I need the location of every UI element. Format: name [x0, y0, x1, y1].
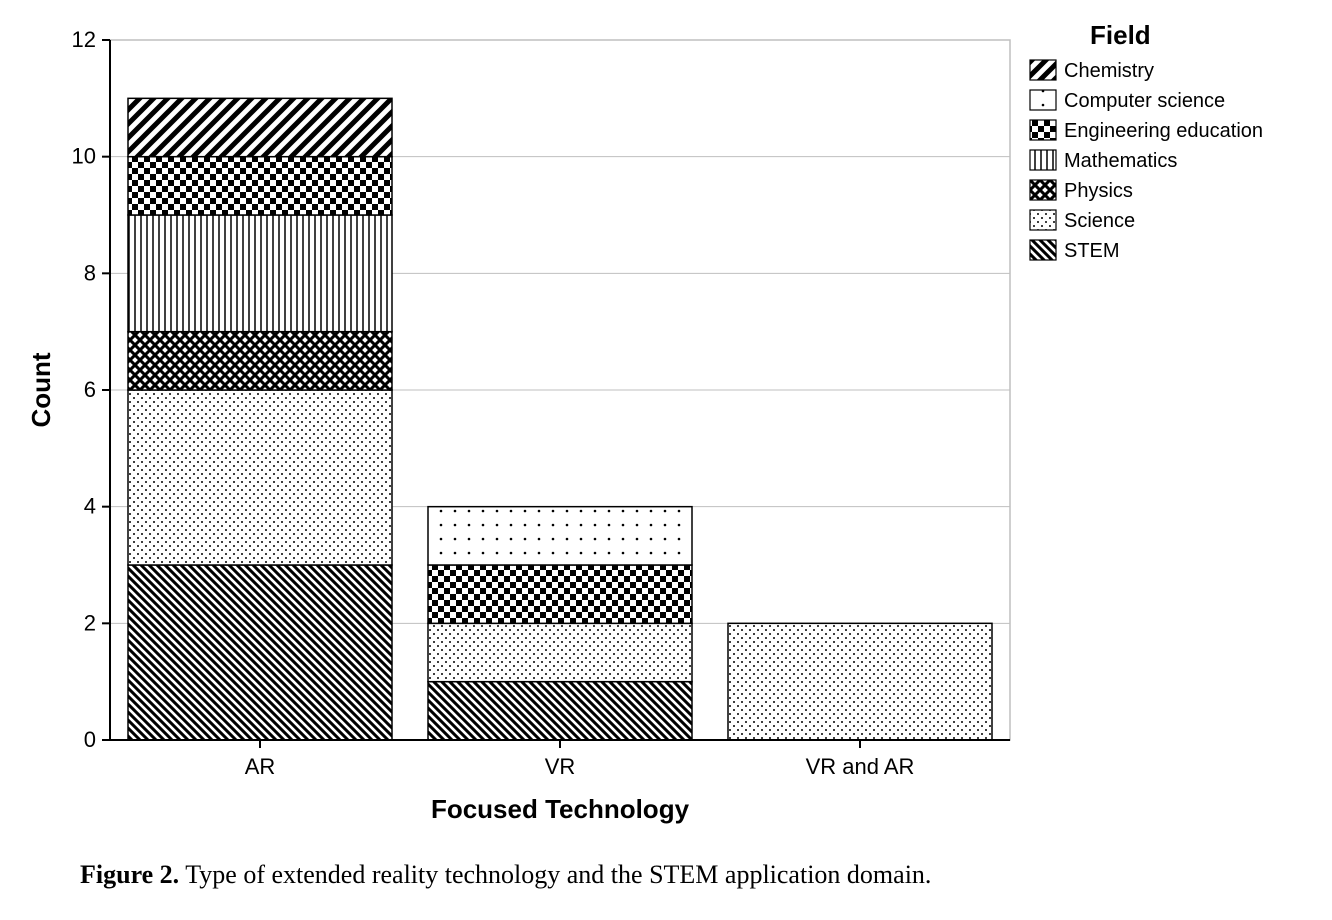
bar-segment [128, 157, 392, 215]
y-tick-label: 2 [84, 610, 96, 635]
bar-segment [128, 332, 392, 390]
legend-swatch [1030, 60, 1056, 80]
legend-swatch [1030, 90, 1056, 110]
figure-label: Figure 2. [80, 860, 179, 889]
bar-segment [428, 507, 692, 565]
bar-segment [428, 623, 692, 681]
legend-item-label: Chemistry [1064, 60, 1154, 82]
legend-swatch [1030, 240, 1056, 260]
bar-segment [128, 390, 392, 565]
x-tick-label: VR [545, 754, 576, 779]
figure-text: Type of extended reality technology and … [185, 860, 931, 889]
bar-segment [728, 623, 992, 740]
y-axis-label: Count [26, 352, 56, 427]
figure-caption: Figure 2. Type of extended reality techn… [80, 860, 931, 890]
legend-item-label: Computer science [1064, 90, 1225, 112]
legend-swatch [1030, 120, 1056, 140]
x-tick-label: AR [245, 754, 276, 779]
y-tick-label: 12 [72, 27, 96, 52]
legend-item-label: Science [1064, 210, 1135, 232]
y-tick-label: 4 [84, 494, 96, 519]
legend-title: Field [1090, 20, 1151, 50]
bar-segment [128, 565, 392, 740]
legend-swatch [1030, 180, 1056, 200]
legend-item-label: Engineering education [1064, 120, 1263, 142]
y-tick-label: 8 [84, 260, 96, 285]
y-tick-label: 0 [84, 727, 96, 752]
y-tick-label: 6 [84, 377, 96, 402]
bar-segment [128, 98, 392, 156]
legend-swatch [1030, 210, 1056, 230]
bar-segment [128, 215, 392, 332]
legend-swatch [1030, 150, 1056, 170]
bar-segment [428, 682, 692, 740]
legend-item-label: STEM [1064, 240, 1120, 262]
x-axis-label: Focused Technology [431, 794, 690, 824]
stacked-bar-chart: 0 2 4 6 8 10 12 AR VR VR and AR Focused Technology… [0, 0, 1332, 920]
y-tick-label: 10 [72, 144, 96, 169]
bar-segment [428, 565, 692, 623]
legend-item-label: Mathematics [1064, 150, 1177, 172]
x-tick-label: VR and AR [806, 754, 915, 779]
legend-item-label: Physics [1064, 180, 1133, 202]
